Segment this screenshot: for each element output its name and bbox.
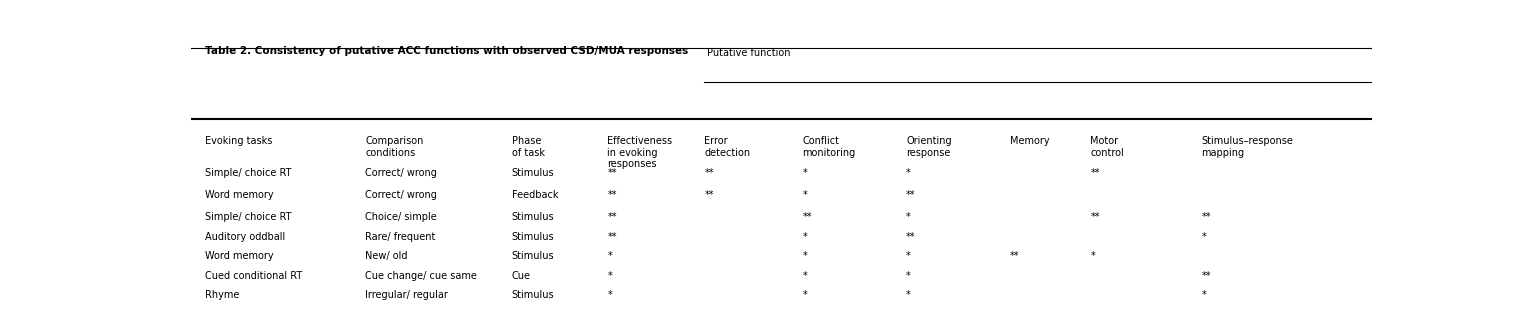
- Text: Word memory: Word memory: [204, 251, 273, 261]
- Text: New/ old: New/ old: [366, 251, 408, 261]
- Text: Effectiveness
in evoking
responses: Effectiveness in evoking responses: [608, 136, 672, 169]
- Text: *: *: [608, 251, 613, 261]
- Text: **: **: [1091, 212, 1100, 222]
- Text: Stimulus: Stimulus: [512, 168, 555, 178]
- Text: Conflict
monitoring: Conflict monitoring: [802, 136, 855, 158]
- Text: **: **: [1010, 251, 1020, 261]
- Text: *: *: [1091, 251, 1096, 261]
- Text: Correct/ wrong: Correct/ wrong: [366, 190, 437, 200]
- Text: **: **: [1201, 212, 1212, 222]
- Text: *: *: [802, 290, 808, 301]
- Text: Memory: Memory: [1010, 136, 1050, 146]
- Text: *: *: [802, 190, 808, 200]
- Text: Table 2. Consistency of putative ACC functions with observed CSD/MUA responses: Table 2. Consistency of putative ACC fun…: [204, 45, 687, 56]
- Text: Stimulus: Stimulus: [512, 290, 555, 301]
- Text: **: **: [907, 232, 916, 242]
- Text: Orienting
response: Orienting response: [907, 136, 952, 158]
- Text: Feedback: Feedback: [512, 190, 558, 200]
- Text: Cue: Cue: [512, 271, 530, 281]
- Text: Correct/ wrong: Correct/ wrong: [366, 168, 437, 178]
- Text: Phase
of task: Phase of task: [512, 136, 544, 158]
- Text: Stimulus: Stimulus: [512, 212, 555, 222]
- Text: **: **: [608, 190, 617, 200]
- Text: *: *: [802, 232, 808, 242]
- Text: Simple/ choice RT: Simple/ choice RT: [204, 212, 291, 222]
- Text: Comparison
conditions: Comparison conditions: [366, 136, 424, 158]
- Text: **: **: [704, 168, 713, 178]
- Text: Auditory oddball: Auditory oddball: [204, 232, 285, 242]
- Text: *: *: [907, 271, 911, 281]
- Text: Choice/ simple: Choice/ simple: [366, 212, 437, 222]
- Text: Cued conditional RT: Cued conditional RT: [204, 271, 302, 281]
- Text: **: **: [608, 232, 617, 242]
- Text: Irregular/ regular: Irregular/ regular: [366, 290, 448, 301]
- Text: **: **: [704, 190, 713, 200]
- Text: *: *: [907, 290, 911, 301]
- Text: **: **: [608, 168, 617, 178]
- Text: Stimulus: Stimulus: [512, 251, 555, 261]
- Text: *: *: [802, 271, 808, 281]
- Text: **: **: [608, 212, 617, 222]
- Text: *: *: [1201, 232, 1207, 242]
- Text: Rhyme: Rhyme: [204, 290, 239, 301]
- Text: **: **: [802, 212, 812, 222]
- Text: *: *: [608, 290, 613, 301]
- Text: *: *: [907, 168, 911, 178]
- Text: Stimulus: Stimulus: [512, 232, 555, 242]
- Text: *: *: [802, 168, 808, 178]
- Text: *: *: [907, 251, 911, 261]
- Text: **: **: [1091, 168, 1100, 178]
- Text: *: *: [608, 271, 613, 281]
- Text: *: *: [1201, 290, 1207, 301]
- Text: *: *: [802, 251, 808, 261]
- Text: Cue change/ cue same: Cue change/ cue same: [366, 271, 477, 281]
- Text: Rare/ frequent: Rare/ frequent: [366, 232, 436, 242]
- Text: Error
detection: Error detection: [704, 136, 750, 158]
- Text: Putative function: Putative function: [707, 48, 789, 58]
- Text: Stimulus–response
mapping: Stimulus–response mapping: [1201, 136, 1294, 158]
- Text: Evoking tasks: Evoking tasks: [204, 136, 273, 146]
- Text: Motor
control: Motor control: [1091, 136, 1125, 158]
- Text: **: **: [1201, 271, 1212, 281]
- Text: Word memory: Word memory: [204, 190, 273, 200]
- Text: Simple/ choice RT: Simple/ choice RT: [204, 168, 291, 178]
- Text: *: *: [907, 212, 911, 222]
- Text: **: **: [907, 190, 916, 200]
